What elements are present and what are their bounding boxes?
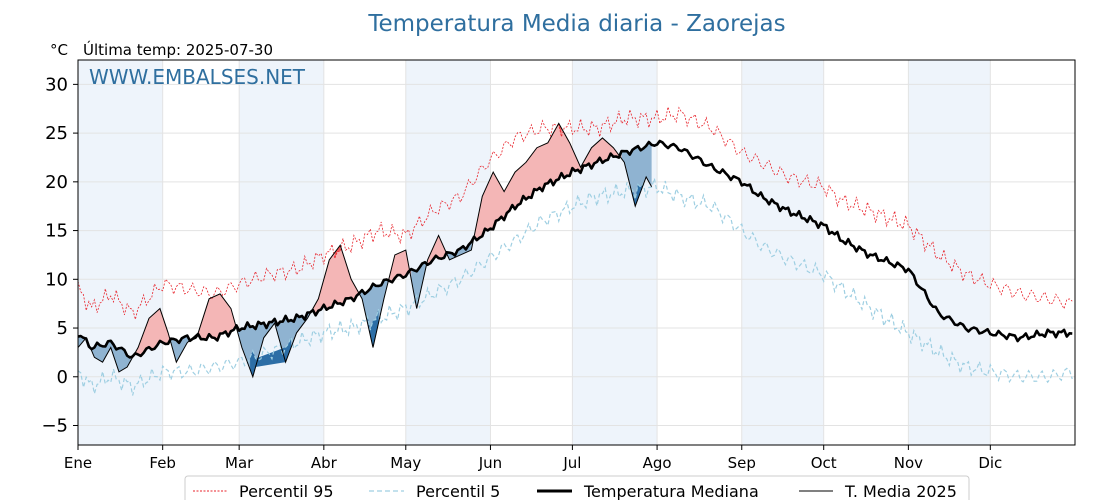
- series-lines: [77, 106, 1073, 396]
- unit-label: °C: [50, 41, 68, 59]
- ytick-label-5: 20: [45, 172, 68, 193]
- ytick-label-4: 15: [45, 221, 68, 242]
- xtick-label-jul: Jul: [562, 454, 581, 472]
- legend: Percentil 95 Percentil 5 Temperatura Med…: [184, 475, 970, 500]
- below-median-fill-4: [170, 335, 190, 363]
- below-p5-fill-19: [632, 183, 644, 207]
- month-band-jul: [572, 60, 658, 445]
- xtick-label-mar: Mar: [225, 454, 254, 472]
- current-year-line: [77, 122, 653, 379]
- legend-box: [184, 475, 970, 500]
- ytick-label-0: −5: [41, 416, 68, 437]
- p5-line: [77, 178, 1073, 396]
- xtick-label-dic: Dic: [978, 454, 1002, 472]
- month-band-mar: [239, 60, 324, 445]
- above-p95-fill-9: [334, 245, 341, 259]
- xtick-label-ene: Ene: [64, 454, 92, 472]
- xtick-label-feb: Feb: [149, 454, 176, 472]
- median-line: [77, 139, 1073, 359]
- above-median-fill-3: [135, 308, 171, 356]
- below-p5-fill-7: [250, 336, 292, 377]
- plot-frame: [77, 59, 1076, 446]
- ytick-label-3: 10: [45, 269, 68, 290]
- p95-line: [77, 106, 1073, 320]
- watermark: WWW.EMBALSES.NET: [89, 65, 306, 89]
- above-median-fill-5: [189, 293, 237, 341]
- below-median-fill-15: [446, 236, 475, 260]
- xtick-label-jun: Jun: [478, 454, 502, 472]
- below-median-fill-18: [621, 142, 652, 207]
- xtick-label-ago: Ago: [643, 454, 672, 472]
- y-axis: −5 0 5 10 15 20 25 30: [41, 74, 78, 437]
- ytick-label-7: 30: [45, 74, 68, 95]
- xtick-label-abr: Abr: [311, 454, 338, 472]
- legend-median-label: Temperatura Mediana: [583, 482, 759, 500]
- last-temp-label: Última temp: 2025-07-30: [83, 40, 273, 59]
- ytick-label-1: 0: [57, 367, 68, 388]
- ytick-label-6: 25: [45, 123, 68, 144]
- below-p5-fill-11: [367, 309, 379, 348]
- xtick-label-may: May: [390, 454, 421, 472]
- legend-p95-label: Percentil 95: [239, 482, 334, 500]
- ytick-label-2: 5: [57, 318, 68, 339]
- chart-title: Temperatura Media diaria - Zaorejas: [367, 11, 785, 37]
- anomaly-fills: [78, 123, 652, 377]
- xtick-label-nov: Nov: [894, 454, 923, 472]
- xtick-label-oct: Oct: [811, 454, 837, 472]
- x-axis: Ene Feb Mar Abr May Jun Jul Ago Sep Oct Nov Dic: [64, 445, 1002, 472]
- legend-current-label: T. Media 2025: [844, 482, 957, 500]
- month-band-ene: [78, 60, 163, 445]
- month-band-nov: [908, 60, 991, 445]
- legend-p5-label: Percentil 5: [416, 482, 500, 500]
- xtick-label-sep: Sep: [728, 454, 756, 472]
- below-median-fill-10: [359, 276, 390, 348]
- below-median-fill-2: [91, 340, 136, 372]
- month-band-sep: [741, 60, 824, 445]
- month-bands: [78, 60, 991, 445]
- above-p95-fill-17: [558, 123, 562, 137]
